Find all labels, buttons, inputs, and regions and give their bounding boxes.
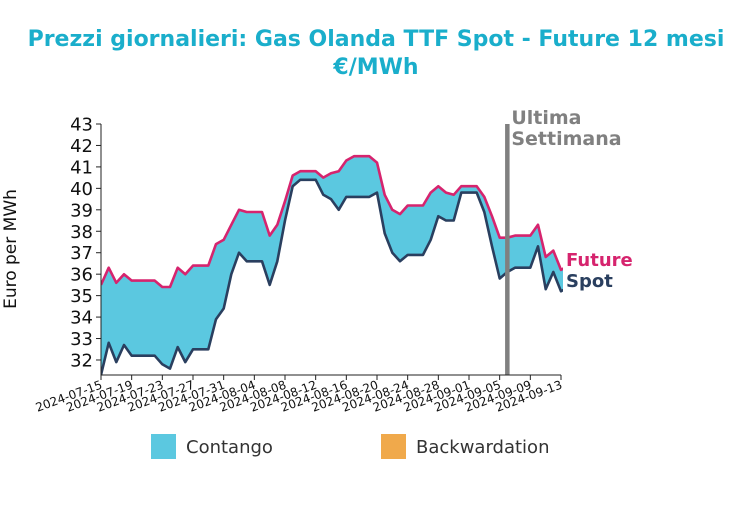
chart-title: Prezzi giornalieri: Gas Olanda TTF Spot … — [28, 27, 725, 52]
series-label-spot: Spot — [566, 271, 613, 292]
legend-label-contango: Contango — [186, 437, 273, 458]
spread-band — [101, 156, 563, 375]
legend-swatch-contango — [151, 434, 176, 459]
y-tick-label: 39 — [70, 200, 93, 221]
y-tick-label: 32 — [70, 350, 93, 371]
y-tick-label: 37 — [70, 243, 93, 264]
contango-band — [101, 156, 563, 375]
series-label-future: Future — [566, 250, 633, 271]
y-tick-label: 34 — [70, 308, 93, 329]
chart-title-group: Prezzi giornalieri: Gas Olanda TTF Spot … — [28, 27, 725, 80]
y-tick-label: 38 — [70, 222, 93, 243]
series-line-future — [101, 154, 563, 289]
y-tick-label: 36 — [70, 265, 93, 286]
y-tick-label: 41 — [70, 157, 93, 178]
series-line-spot — [101, 178, 563, 376]
legend-label-backwardation: Backwardation — [416, 437, 549, 458]
last-week-label-line: Settimana — [511, 128, 621, 150]
y-axis-label: Euro per MWh — [1, 189, 21, 309]
y-tick-label: 35 — [70, 286, 93, 307]
y-tick-label: 42 — [70, 136, 93, 157]
axes: 3233343536373839404142432024-07-152024-0… — [1, 115, 564, 415]
series-lines — [101, 154, 563, 376]
y-tick-label: 43 — [70, 115, 93, 136]
last-week-label: Ultima Settimana — [511, 107, 621, 150]
last-week-label-line: Ultima — [511, 107, 581, 129]
plot-area — [101, 124, 563, 376]
y-tick-label: 40 — [70, 179, 93, 200]
legend: Contango Backwardation — [151, 434, 549, 459]
legend-swatch-backwardation — [381, 434, 406, 459]
y-tick-label: 33 — [70, 329, 93, 350]
chart-subtitle: €/MWh — [332, 55, 418, 80]
